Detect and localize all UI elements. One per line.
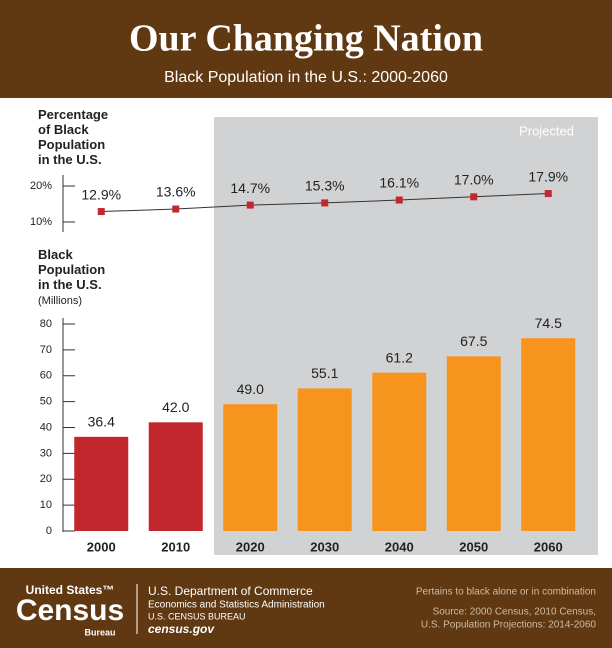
data-label: 61.2 bbox=[386, 349, 413, 365]
x-tick-label: 2030 bbox=[310, 539, 339, 554]
point bbox=[321, 199, 329, 207]
dept: U.S. Department of Commerce bbox=[148, 584, 313, 598]
data-label: 13.6% bbox=[156, 184, 196, 200]
line-title: Percentage of Black Population in the U.… bbox=[38, 107, 109, 167]
y-tick-label: 40 bbox=[40, 421, 52, 433]
data-label: 14.7% bbox=[230, 180, 270, 196]
data-label: 42.0 bbox=[162, 399, 189, 415]
title: Our Changing Nation bbox=[129, 18, 483, 60]
y-tick-label: 20% bbox=[30, 180, 52, 192]
source: U.S. Population Projections: 2014-2060 bbox=[421, 620, 597, 631]
y-tick-label: 60 bbox=[40, 370, 52, 382]
point bbox=[246, 201, 254, 209]
bar bbox=[74, 436, 129, 531]
subtitle: Black Population in the U.S.: 2000-2060 bbox=[164, 69, 448, 86]
data-label: 55.1 bbox=[311, 365, 338, 381]
y-tick-label: 30 bbox=[40, 447, 52, 459]
bureau: U.S. CENSUS BUREAU bbox=[148, 611, 246, 621]
x-tick-label: 2000 bbox=[87, 539, 116, 554]
point bbox=[395, 196, 403, 204]
projected-label: Projected bbox=[519, 123, 574, 138]
x-tick-label: 2050 bbox=[459, 539, 488, 554]
y-tick-label: 50 bbox=[40, 396, 52, 408]
bar bbox=[446, 356, 501, 531]
data-label: 74.5 bbox=[535, 315, 562, 331]
bar bbox=[148, 422, 203, 531]
header-band bbox=[0, 0, 612, 98]
x-tick-label: 2020 bbox=[236, 539, 265, 554]
bar bbox=[297, 388, 352, 531]
data-label: 17.9% bbox=[528, 168, 568, 184]
point bbox=[172, 205, 180, 213]
source: Source: 2000 Census, 2010 Census, bbox=[433, 607, 596, 618]
x-tick-label: 2010 bbox=[161, 539, 190, 554]
y-axis-label: (Millions) bbox=[38, 295, 82, 307]
y-tick-label: 10 bbox=[40, 499, 52, 511]
note: Pertains to black alone or in combinatio… bbox=[416, 587, 596, 598]
bar bbox=[372, 372, 427, 531]
site: census.gov bbox=[148, 622, 215, 636]
point bbox=[97, 208, 105, 216]
point bbox=[470, 193, 478, 201]
y-tick-label: 70 bbox=[40, 344, 52, 356]
point bbox=[544, 190, 552, 198]
data-label: 16.1% bbox=[379, 175, 419, 191]
data-label: 49.0 bbox=[237, 381, 264, 397]
data-label: 36.4 bbox=[88, 414, 115, 430]
x-tick-label: 2060 bbox=[534, 539, 563, 554]
bar bbox=[521, 338, 576, 531]
data-label: 67.5 bbox=[460, 333, 487, 349]
y-tick-label: 80 bbox=[40, 318, 52, 330]
logo-top: United States™ bbox=[26, 583, 115, 597]
bar-title: Black Population in the U.S. bbox=[38, 247, 106, 292]
logo-main: Census bbox=[16, 594, 124, 627]
bar bbox=[223, 404, 278, 531]
y-tick-label: 0 bbox=[46, 525, 52, 537]
logo-bottom: Bureau bbox=[84, 627, 115, 637]
footer-band bbox=[0, 568, 612, 648]
data-label: 12.9% bbox=[81, 186, 121, 202]
y-tick-label: 10% bbox=[30, 216, 52, 228]
data-label: 15.3% bbox=[305, 178, 345, 194]
admin: Economics and Statistics Administration bbox=[148, 600, 325, 611]
data-label: 17.0% bbox=[454, 172, 494, 188]
x-tick-label: 2040 bbox=[385, 539, 414, 554]
y-tick-label: 20 bbox=[40, 473, 52, 485]
